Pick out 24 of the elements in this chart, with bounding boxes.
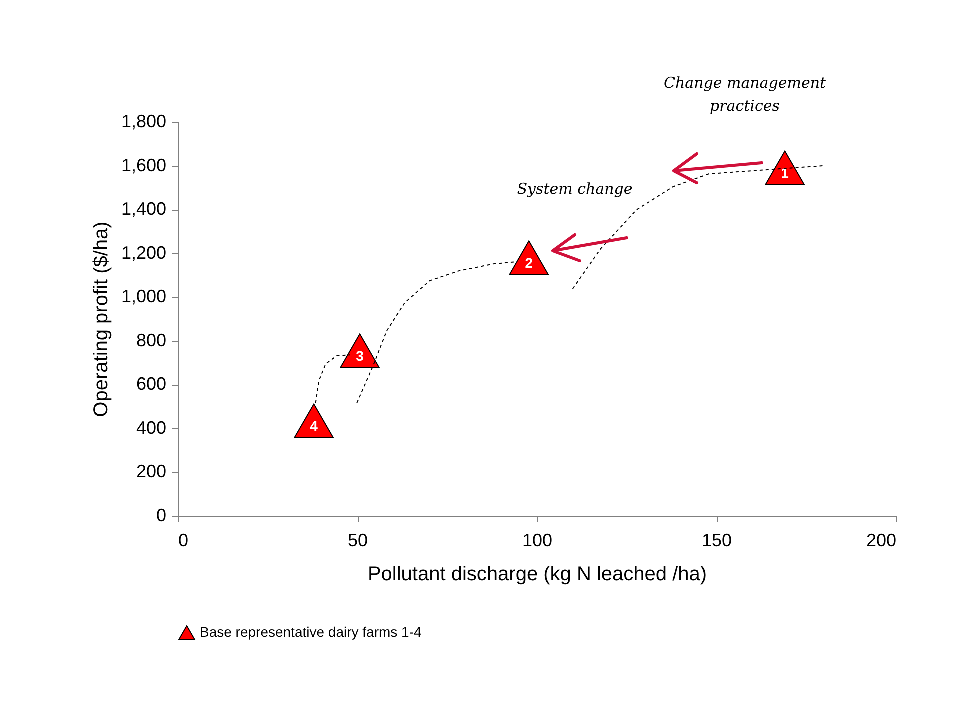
- x-axis-title: Pollutant discharge (kg N leached /ha): [368, 564, 708, 586]
- y-tick-label: 600: [136, 374, 166, 394]
- y-tick-label: 1,600: [121, 155, 166, 176]
- y-tick-label: 400: [136, 418, 166, 438]
- x-tick-label: 100: [522, 530, 553, 550]
- y-tick-label: 1,400: [121, 199, 166, 220]
- y-tick-label: 1,000: [121, 286, 166, 307]
- text: Change management practices: [662, 73, 828, 117]
- y-tick-label: 800: [136, 330, 166, 350]
- y-tick-label: 0: [156, 506, 166, 526]
- x-tick-label: 150: [702, 530, 732, 550]
- x-tick-label: 200: [866, 530, 896, 550]
- x-tick-label: 0: [178, 530, 189, 550]
- annotation: 2: [525, 254, 534, 271]
- y-axis-title: Operating profit ($/ha): [90, 222, 112, 418]
- y-tick-label: 200: [136, 462, 166, 482]
- y-tick-label: 1,200: [121, 242, 166, 263]
- annotation: System change: [516, 179, 634, 200]
- annotation: 3: [356, 348, 364, 364]
- legend-label: Base representative dairy farms 1-4: [200, 624, 422, 640]
- annotation: 4: [310, 418, 318, 434]
- y-tick-label: 1,800: [121, 112, 166, 132]
- annotation: 1: [781, 164, 790, 181]
- x-tick-label: 50: [348, 530, 368, 550]
